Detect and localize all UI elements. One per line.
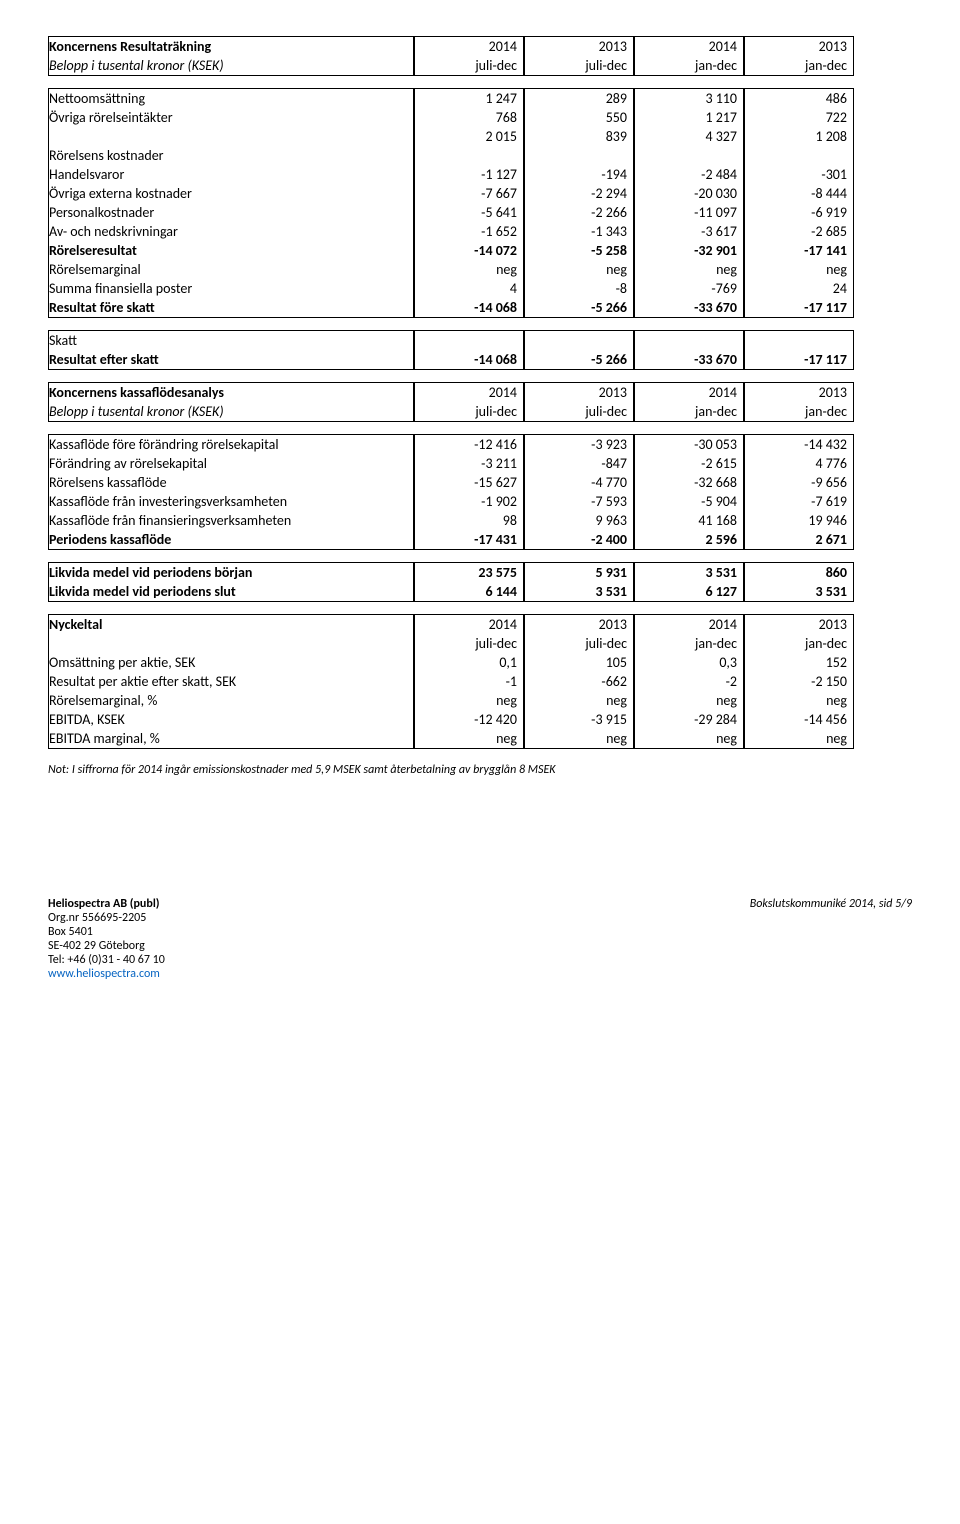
footer-tel: Tel: +46 (0)31 - 40 67 10 (48, 953, 165, 967)
t1-subtitle: Belopp i tusental kronor (KSEK) (48, 56, 414, 76)
footer-page: Bokslutskommuniké 2014, sid 5/9 (750, 897, 912, 981)
key-metrics: Nyckeltal 2014 2013 2014 2013 juli-dec j… (48, 614, 912, 749)
t1-title: Koncernens Resultaträkning (48, 36, 414, 56)
footnote: Not: I siffrorna för 2014 ingår emission… (48, 763, 912, 777)
footer-web-link[interactable]: www.heliospectra.com (48, 967, 160, 981)
footer-zip: SE-402 29 Göteborg (48, 939, 165, 953)
footer-company: Heliospectra AB (publ) (48, 897, 165, 911)
footer-box: Box 5401 (48, 925, 165, 939)
income-statement: Koncernens Resultaträkning 2014 2013 201… (48, 36, 912, 370)
footer-org: Org.nr 556695-2205 (48, 911, 165, 925)
cashflow-analysis: Koncernens kassaflödesanalys 2014 2013 2… (48, 382, 912, 602)
page-footer: Heliospectra AB (publ) Org.nr 556695-220… (48, 897, 912, 981)
